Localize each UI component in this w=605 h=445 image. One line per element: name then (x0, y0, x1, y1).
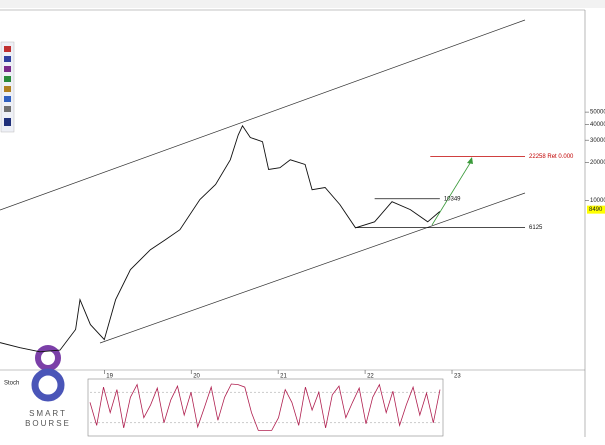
price-line (0, 124, 441, 353)
stoch-line (89, 383, 441, 431)
tool-icon[interactable] (4, 106, 11, 112)
arrow-head (467, 157, 473, 164)
y-tick-label: 10000 (590, 198, 605, 204)
tool-icon[interactable] (4, 46, 11, 52)
y-tick-label: 20000 (590, 160, 605, 166)
channel-upper (0, 19, 526, 211)
level-label: 22258 Ret 0.000 (529, 154, 574, 160)
x-tick-label: 19 (106, 374, 113, 380)
level-label: 6125 (529, 225, 543, 231)
projection-arrow (431, 159, 473, 226)
tool-icon[interactable] (4, 96, 11, 102)
last-price-label: 8490 (589, 207, 603, 213)
tool-icon[interactable] (4, 56, 11, 62)
y-tick-label: 50000 (590, 110, 605, 116)
indicator-panel (87, 378, 444, 437)
channel-lower (99, 192, 526, 344)
logo-text: SMART (29, 409, 67, 418)
logo-ring (31, 368, 65, 402)
tool-icon[interactable] (4, 118, 11, 126)
level-label: 10349 (444, 196, 461, 202)
x-tick-label: 21 (280, 374, 287, 380)
tool-icon[interactable] (4, 76, 11, 82)
last-price-tag (587, 205, 605, 214)
indicator-title: Stoch (4, 381, 19, 387)
tool-icon[interactable] (4, 86, 11, 92)
x-tick-label: 23 (454, 374, 461, 380)
logo-text: BOURSE (25, 419, 71, 428)
y-tick-label: 40000 (590, 122, 605, 128)
tool-icon[interactable] (4, 66, 11, 72)
toolbar[interactable] (0, 41, 15, 133)
x-tick-label: 22 (367, 374, 374, 380)
logo: SMART BOURSE (25, 345, 71, 428)
status-bar (0, 0, 605, 8)
x-tick-label: 20 (193, 374, 200, 380)
y-tick-label: 30000 (590, 138, 605, 144)
logo-ring (35, 345, 61, 371)
